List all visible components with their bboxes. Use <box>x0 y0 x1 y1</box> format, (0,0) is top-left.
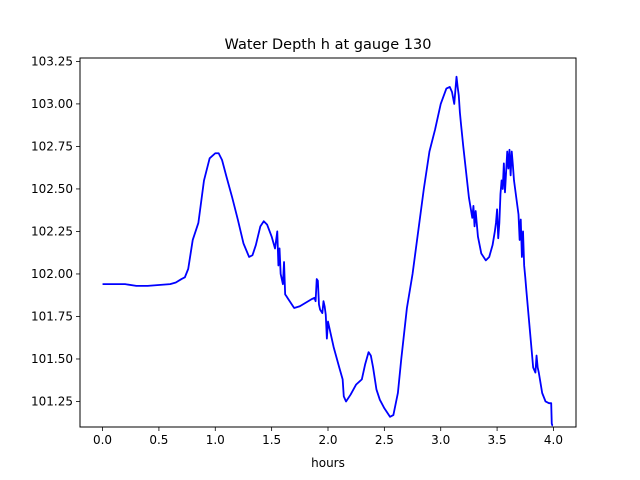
series-line <box>102 75 554 427</box>
x-tick-label: 0.5 <box>149 433 168 447</box>
y-tick-label: 101.25 <box>31 394 73 408</box>
x-axis-label: hours <box>311 456 345 470</box>
plot-frame <box>79 57 577 428</box>
y-tick-label: 102.75 <box>31 139 73 153</box>
y-tick-label: 103.25 <box>31 54 73 68</box>
y-tick-label: 103.00 <box>31 97 73 111</box>
chart-title: Water Depth h at gauge 130 <box>225 37 432 53</box>
x-tick-label: 2.0 <box>318 433 337 447</box>
y-axis: 101.25 101.50 101.75 102.00 102.25 102.50 102.… <box>31 54 80 408</box>
x-tick-label: 3.0 <box>431 433 450 447</box>
x-tick-label: 3.5 <box>488 433 507 447</box>
x-tick-label: 2.5 <box>375 433 394 447</box>
x-axis: 0.0 0.5 1.0 1.5 2.0 2.5 3.0 3.5 4.0 <box>93 427 563 447</box>
y-tick-label: 101.50 <box>31 352 73 366</box>
x-tick-label: 4.0 <box>544 433 563 447</box>
x-tick-label: 1.0 <box>206 433 225 447</box>
x-tick-label: 0.0 <box>93 433 112 447</box>
y-tick-label: 102.25 <box>31 224 73 238</box>
x-tick-label: 1.5 <box>262 433 281 447</box>
y-tick-label: 102.50 <box>31 182 73 196</box>
y-tick-label: 101.75 <box>31 309 73 323</box>
y-tick-label: 102.00 <box>31 267 73 281</box>
